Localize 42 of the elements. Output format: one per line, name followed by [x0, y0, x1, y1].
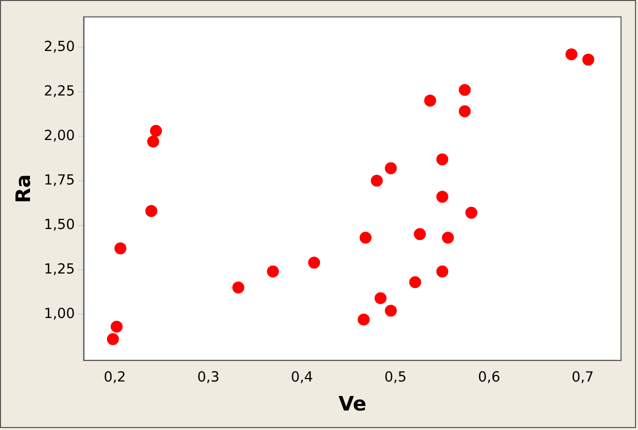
y-axis-title: Ra: [12, 174, 36, 204]
x-tick-label: 0,5: [384, 369, 407, 386]
point: [409, 276, 422, 288]
point: [436, 190, 448, 203]
x-tick-label: 0,2: [104, 369, 126, 386]
point: [436, 266, 448, 278]
point: [384, 304, 397, 317]
point: [582, 54, 594, 66]
point: [266, 266, 279, 278]
point: [370, 174, 383, 187]
y-tick-label: 1,75: [44, 172, 75, 188]
point: [360, 232, 372, 244]
point: [458, 105, 471, 118]
point: [436, 153, 448, 166]
point: [465, 206, 478, 219]
x-tick-label: 0,3: [197, 369, 220, 386]
point: [458, 84, 471, 96]
y-tick-label: 1,00: [44, 306, 75, 322]
point: [106, 333, 119, 346]
x-axis-title: Ve: [338, 392, 366, 416]
point: [565, 48, 578, 60]
x-tick-label: 0,4: [290, 369, 314, 386]
y-tick-label: 1,25: [44, 261, 75, 278]
point: [110, 320, 123, 333]
point: [414, 228, 426, 240]
point: [232, 282, 244, 294]
point: [442, 232, 454, 244]
point: [374, 292, 387, 304]
point: [150, 124, 162, 137]
y-tick-label: 1,50: [44, 216, 75, 233]
y-tick-label: 2,00: [44, 128, 75, 144]
point: [114, 242, 126, 254]
x-tick-label: 0,6: [478, 369, 500, 386]
point: [145, 204, 158, 217]
point: [384, 162, 397, 174]
y-tick-label: 2,25: [44, 83, 75, 100]
point: [147, 136, 160, 148]
y-tick-label: 2,50: [44, 38, 75, 55]
x-tick-label: 0,7: [572, 369, 594, 386]
point: [358, 314, 370, 326]
point: [308, 256, 320, 269]
point: [424, 94, 436, 107]
